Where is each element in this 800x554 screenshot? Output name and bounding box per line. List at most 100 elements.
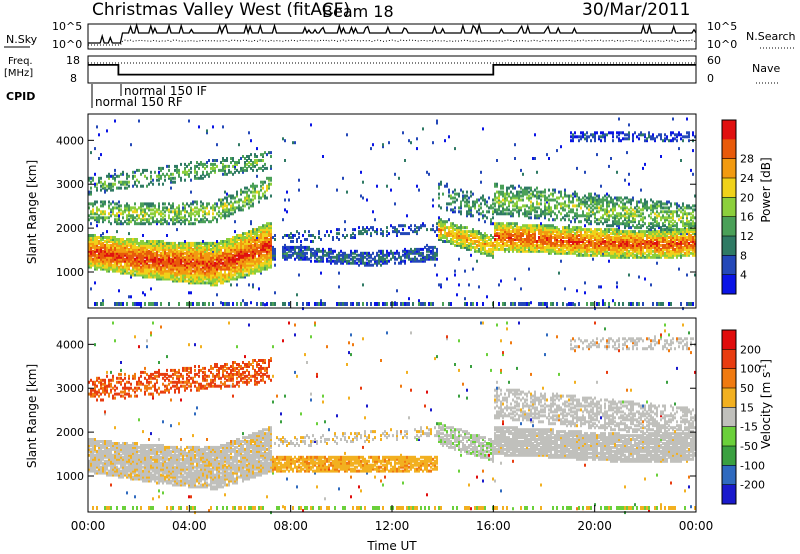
power-cell <box>584 251 586 255</box>
power-cell <box>230 275 232 279</box>
power-cell <box>88 245 90 249</box>
power-cell <box>152 263 154 267</box>
power-cell <box>588 230 590 234</box>
power-cell <box>436 119 438 123</box>
power-cell <box>362 259 364 263</box>
power-cell <box>578 230 580 234</box>
power-cell <box>166 164 168 168</box>
power-cell <box>554 218 556 222</box>
power-cell <box>554 240 556 243</box>
power-cell <box>90 234 92 237</box>
power-cell <box>102 236 104 239</box>
power-cell <box>188 162 190 166</box>
power-cell <box>212 251 214 255</box>
power-cell <box>122 170 124 174</box>
power-cell <box>146 263 148 267</box>
power-cell <box>384 259 386 263</box>
power-cell <box>162 275 164 279</box>
power-cell <box>88 190 90 194</box>
power-cell <box>508 212 510 216</box>
power-cell <box>168 176 170 180</box>
power-cell <box>288 255 290 259</box>
power-cell <box>152 265 154 269</box>
power-cell <box>94 253 96 257</box>
power-cell <box>390 302 392 306</box>
power-cell <box>588 234 590 237</box>
power-cell <box>192 257 194 261</box>
power-cell <box>194 218 196 222</box>
power-cell <box>434 263 436 267</box>
power-cell <box>140 271 142 275</box>
power-cell <box>562 241 564 245</box>
power-cell <box>350 234 352 237</box>
power-cell <box>90 253 92 257</box>
power-cell <box>172 261 174 265</box>
power-cell <box>472 200 474 204</box>
power-cell <box>292 251 294 255</box>
power-cell <box>110 243 112 247</box>
power-cell <box>188 251 190 255</box>
power-cell <box>234 257 236 261</box>
power-cell <box>190 218 192 222</box>
power-cell <box>486 251 488 255</box>
power-cell <box>478 218 480 222</box>
power-cell <box>196 200 198 204</box>
power-cell <box>126 240 128 243</box>
power-cell <box>174 218 176 222</box>
power-cell <box>134 261 136 265</box>
power-cell <box>248 273 250 277</box>
power-cell <box>482 245 484 249</box>
power-cell <box>462 241 464 245</box>
power-cell <box>274 263 276 267</box>
power-cell <box>126 259 128 263</box>
power-cell <box>244 157 246 160</box>
power-cell <box>166 245 168 249</box>
power-cell <box>358 259 360 263</box>
power-cell <box>576 216 578 220</box>
power-cell <box>526 192 528 196</box>
power-cell <box>252 190 254 194</box>
power-cell <box>314 249 316 253</box>
power-cell <box>264 190 266 194</box>
power-cell <box>252 267 254 271</box>
power-cell <box>264 245 266 249</box>
power-cell <box>452 200 454 204</box>
power-cell <box>530 216 532 220</box>
power-cell <box>168 277 170 281</box>
power-cell <box>202 245 204 249</box>
power-cell <box>526 249 528 253</box>
power-cell <box>156 259 158 263</box>
power-cell <box>236 267 238 271</box>
power-cell <box>216 277 218 281</box>
power-cell <box>594 220 596 224</box>
power-cell <box>250 162 252 166</box>
power-cell <box>510 214 512 218</box>
power-cell <box>500 245 502 249</box>
power-cell <box>174 168 176 172</box>
power-cell <box>406 302 408 306</box>
power-cell <box>112 182 114 186</box>
power-cell <box>550 230 552 234</box>
power-cell <box>478 208 480 212</box>
power-cell <box>528 267 530 271</box>
power-cell <box>544 208 546 212</box>
power-cell <box>118 206 120 210</box>
power-cell <box>242 269 244 273</box>
power-cell <box>282 249 284 253</box>
power-cell <box>146 255 148 259</box>
power-cell <box>206 281 208 285</box>
power-cell <box>586 220 588 224</box>
power-cell <box>592 240 594 243</box>
power-cell <box>560 206 562 210</box>
power-cell <box>126 216 128 220</box>
power-cell <box>200 267 202 271</box>
power-cell <box>320 249 322 253</box>
power-cell <box>414 259 416 263</box>
power-cell <box>260 263 262 267</box>
power-cell <box>190 273 192 277</box>
power-cell <box>476 240 478 243</box>
power-cell <box>134 241 136 245</box>
power-cell <box>588 218 590 222</box>
power-cell <box>414 247 416 251</box>
power-cell <box>574 303 576 307</box>
